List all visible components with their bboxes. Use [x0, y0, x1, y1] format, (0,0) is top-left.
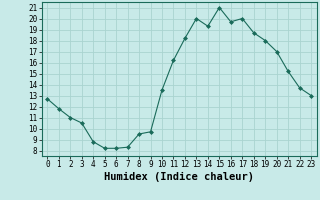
X-axis label: Humidex (Indice chaleur): Humidex (Indice chaleur) — [104, 172, 254, 182]
